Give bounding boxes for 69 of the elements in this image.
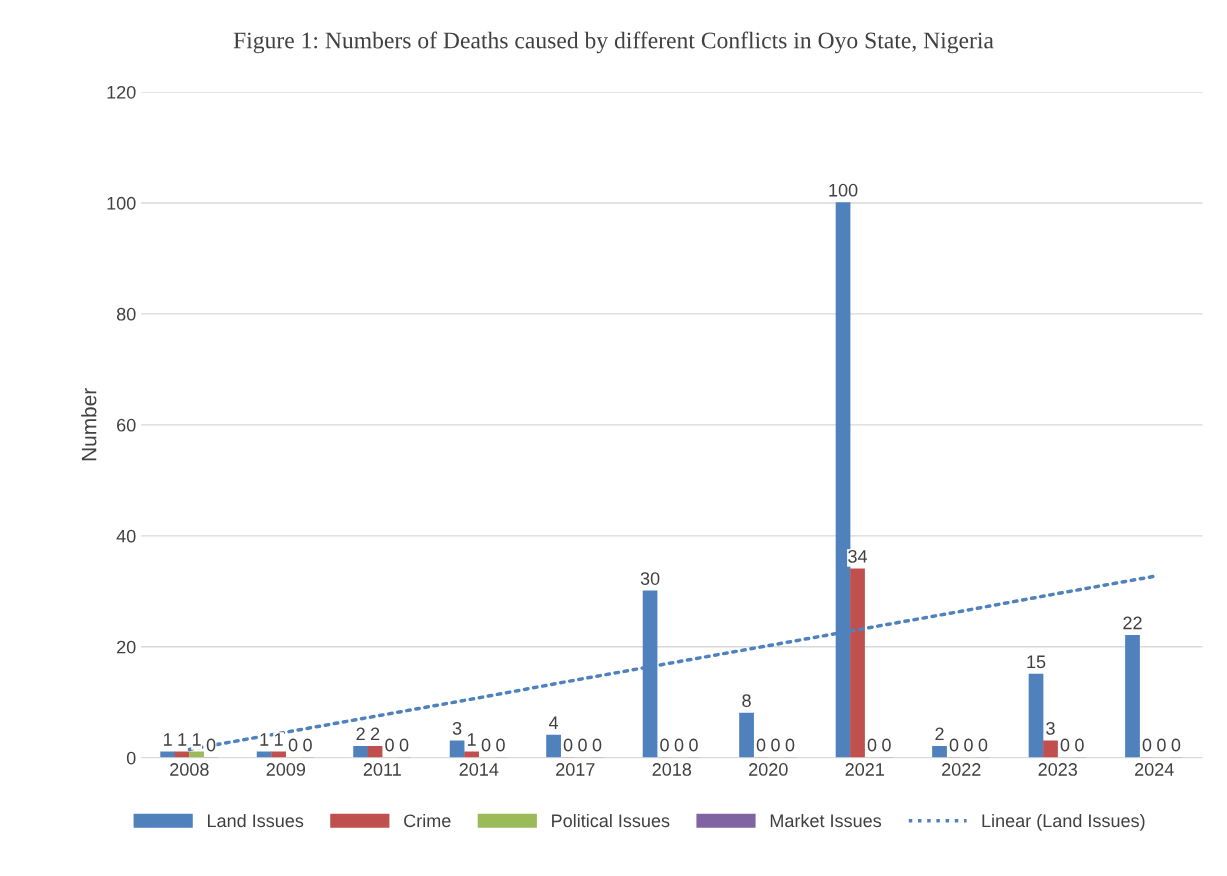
data-label: 0: [882, 738, 891, 752]
y-tick-label: 20: [117, 640, 136, 654]
x-tick-label: 2022: [942, 763, 981, 776]
x-tick-label: 2024: [1135, 763, 1174, 776]
x-tick-label: 2021: [845, 763, 884, 776]
x-tick-label: 2011: [363, 763, 401, 776]
data-label: 0: [1157, 738, 1166, 752]
data-label: 1: [164, 733, 172, 746]
y-tick-label: 60: [117, 418, 136, 432]
data-label: 0: [563, 738, 573, 752]
data-label: 0: [785, 738, 795, 752]
data-label: 0: [1171, 738, 1181, 752]
data-label: 4: [548, 716, 559, 730]
data-label: 0: [978, 738, 988, 752]
legend-label: Political Issues: [552, 813, 670, 828]
data-label: 0: [481, 738, 491, 752]
y-tick-label: 100: [107, 196, 136, 210]
data-label: 0: [496, 738, 505, 752]
legend-label: Linear (Land Issues): [982, 813, 1145, 831]
legend-label: Crime: [404, 813, 451, 828]
data-label: 1: [274, 733, 283, 746]
x-tick-label: 2020: [749, 763, 788, 776]
data-label: 100: [829, 183, 858, 197]
data-label: 1: [467, 733, 476, 746]
y-tick-label: 40: [116, 529, 136, 543]
data-label: 3: [452, 721, 462, 735]
data-label: 0: [303, 738, 312, 752]
data-label: 3: [1046, 721, 1055, 735]
data-label: 0: [771, 738, 780, 752]
data-label: 0: [1060, 738, 1070, 752]
x-tick-label: 2008: [170, 763, 209, 776]
y-tick-label: 80: [116, 307, 136, 321]
y-tick-label: 0: [126, 751, 136, 765]
data-label: 2: [935, 727, 944, 741]
data-label: 0: [592, 738, 602, 752]
y-tick-label: 120: [107, 85, 136, 99]
data-label: 34: [848, 549, 868, 563]
data-label: 0: [1142, 738, 1152, 752]
data-label: 1: [178, 733, 187, 746]
data-label: 0: [867, 738, 877, 752]
data-label: 1: [260, 733, 269, 746]
data-label: 0: [1075, 738, 1084, 752]
data-label: 0: [674, 738, 684, 752]
data-label: 8: [742, 694, 751, 708]
x-tick-label: 2014: [459, 763, 499, 776]
data-label: 1: [192, 733, 201, 746]
data-label: 2: [370, 727, 380, 741]
x-tick-label: 2017: [556, 763, 595, 776]
data-label: 2: [356, 727, 365, 741]
data-label: 0: [964, 738, 973, 752]
legend-label: Land Issues: [207, 813, 304, 828]
data-label: 0: [399, 738, 409, 752]
data-label: 0: [949, 738, 959, 752]
data-label: 0: [288, 738, 298, 752]
data-label: 15: [1027, 655, 1046, 669]
x-tick-label: 2018: [652, 763, 692, 776]
data-label: 22: [1123, 616, 1142, 630]
data-label: 0: [689, 738, 698, 752]
y-axis-title: Number: [81, 388, 97, 461]
x-tick-label: 2009: [266, 763, 306, 776]
data-label: 0: [385, 738, 394, 752]
x-tick-label: 2023: [1038, 763, 1078, 776]
data-label: 0: [578, 738, 587, 752]
legend-label: Market Issues: [770, 813, 882, 828]
chart-title: Figure 1: Numbers of Deaths caused by different Conflicts in Oyo State, Nigeria: [233, 31, 994, 54]
data-label: 0: [660, 738, 669, 752]
data-label: 0: [206, 738, 216, 752]
data-label: 30: [640, 572, 660, 585]
data-label: 0: [756, 738, 766, 752]
